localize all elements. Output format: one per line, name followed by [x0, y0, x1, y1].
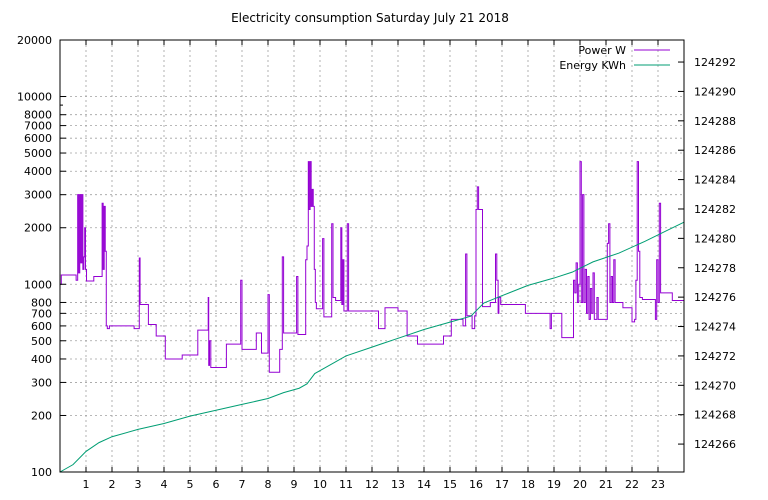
y-right-tick-label-124286: 124286: [694, 144, 736, 157]
x-tick-label-8: 8: [265, 478, 272, 491]
y-left-tick-label-2000: 2000: [24, 222, 52, 235]
x-tick-label-15: 15: [443, 478, 457, 491]
y-left-tick-label-300: 300: [31, 376, 52, 389]
y-left-tick-label-5000: 5000: [24, 147, 52, 160]
y-left-tick-label-6000: 6000: [24, 132, 52, 145]
legend-label-energy: Energy KWh: [559, 59, 626, 72]
x-tick-label-5: 5: [187, 478, 194, 491]
y-right-tick-label-124266: 124266: [694, 438, 736, 451]
y-right-tick-label-124284: 124284: [694, 174, 736, 187]
x-tick-label-21: 21: [599, 478, 613, 491]
y-left-tick-label-400: 400: [31, 353, 52, 366]
y-left-tick-label-3000: 3000: [24, 189, 52, 202]
y-left-tick-label-4000: 4000: [24, 165, 52, 178]
x-tick-label-16: 16: [469, 478, 483, 491]
x-tick-label-6: 6: [213, 478, 220, 491]
x-tick-label-1: 1: [83, 478, 90, 491]
x-tick-label-13: 13: [391, 478, 405, 491]
ticks: 1 2 3 4 5 6 7 8 9 10 11 12 13 14 15 16 17 18 19 20 21 22 23100…: [17, 34, 736, 491]
y-right-tick-label-124288: 124288: [694, 115, 736, 128]
y-right-tick-label-124272: 124272: [694, 350, 736, 363]
y-right-tick-label-124274: 124274: [694, 321, 736, 334]
x-tick-label-3: 3: [135, 478, 142, 491]
x-tick-label-14: 14: [417, 478, 431, 491]
y-right-tick-label-124276: 124276: [694, 291, 736, 304]
grid: [60, 39, 684, 473]
y-left-tick-label-200: 200: [31, 409, 52, 422]
y-left-tick-label-7000: 7000: [24, 120, 52, 133]
x-tick-label-23: 23: [651, 478, 665, 491]
legend-label-power: Power W: [578, 44, 626, 57]
legend: Power W Energy KWh: [559, 44, 670, 72]
x-tick-label-9: 9: [291, 478, 298, 491]
y-right-tick-label-124268: 124268: [694, 409, 736, 422]
y-right-tick-label-124290: 124290: [694, 85, 736, 98]
x-tick-label-17: 17: [495, 478, 509, 491]
y-left-tick-label-600: 600: [31, 320, 52, 333]
y-left-tick-label-1000: 1000: [24, 278, 52, 291]
x-tick-label-22: 22: [625, 478, 639, 491]
x-tick-label-20: 20: [573, 478, 587, 491]
x-tick-label-11: 11: [339, 478, 353, 491]
series-layer: [59, 161, 685, 473]
y-right-tick-label-124270: 124270: [694, 379, 736, 392]
x-tick-label-10: 10: [313, 478, 327, 491]
series-line-power: [60, 161, 684, 373]
y-right-tick-label-124292: 124292: [694, 56, 736, 69]
x-tick-label-19: 19: [547, 478, 561, 491]
y-right-tick-label-124282: 124282: [694, 203, 736, 216]
x-tick-label-7: 7: [239, 478, 246, 491]
y-left-tick-label-500: 500: [31, 335, 52, 348]
y-left-tick-label-10000: 10000: [17, 91, 52, 104]
y-left-tick-label-700: 700: [31, 307, 52, 320]
x-tick-label-12: 12: [365, 478, 379, 491]
y-right-tick-label-124280: 124280: [694, 232, 736, 245]
y-left-tick-label-100: 100: [31, 466, 52, 479]
x-tick-label-2: 2: [109, 478, 116, 491]
x-tick-label-4: 4: [161, 478, 168, 491]
x-tick-label-18: 18: [521, 478, 535, 491]
chart-title: Electricity consumption Saturday July 21…: [231, 11, 509, 25]
y-left-tick-label-8000: 8000: [24, 109, 52, 122]
y-left-tick-label-20000: 20000: [17, 34, 52, 47]
y-right-tick-label-124278: 124278: [694, 262, 736, 275]
series-line-energy: [59, 221, 685, 473]
y-left-tick-label-800: 800: [31, 296, 52, 309]
